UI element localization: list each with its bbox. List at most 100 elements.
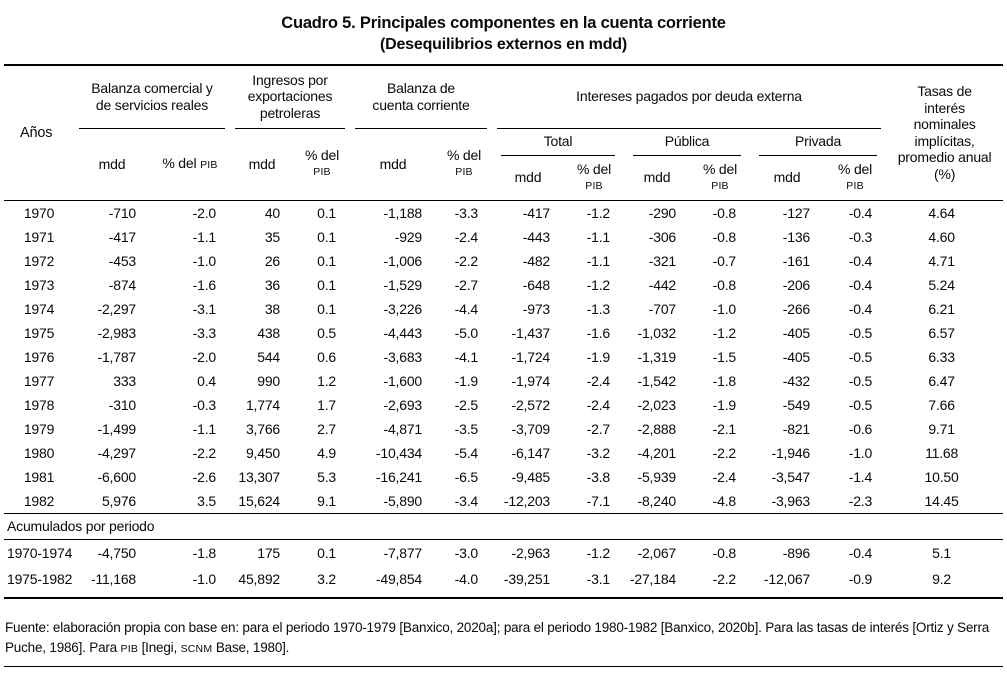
value-cell: -0.4 [848,544,873,561]
pib-label: PIB [200,158,218,171]
value-cell: 14.45 [924,492,959,509]
value-cell: -2.7 [586,420,611,437]
value-cell: -2.4 [586,396,611,413]
value-cell: 0.1 [317,228,336,245]
value-cell: -417 [108,228,136,245]
footnote-text: Fuente: elaboración propia con base en: … [5,620,990,655]
col-header-mdd: mdd [773,169,801,186]
value-cell: -3.1 [192,300,217,317]
value-cell: -2,963 [511,544,551,561]
value-cell: -1,600 [383,372,423,389]
value-cell: 4.60 [928,228,955,245]
value-cell: -405 [782,348,810,365]
value-cell: -27,184 [629,570,676,587]
value-cell: 2.7 [317,420,336,437]
col-header-pct-pib: % del PIB [162,154,218,171]
value-cell: -0.4 [848,276,873,293]
value-cell: -12,203 [503,492,550,509]
value-cell: -3.3 [454,204,479,221]
pib-label: PIB [313,166,331,179]
value-cell: -10,434 [375,444,422,461]
value-cell: 6.47 [928,372,955,389]
col-group-intereses-deuda-externa: Intereses pagados por deuda externa [492,65,886,129]
value-cell: -8,240 [637,492,677,509]
value-cell: -443 [522,228,550,245]
value-cell: -266 [782,300,810,317]
pib-label: PIB [455,166,473,179]
value-cell: -49,854 [375,570,422,587]
year-cell: 1973 [23,276,55,293]
year-cell: 1979 [23,420,55,437]
value-cell: -2.4 [454,228,479,245]
table-subtitle: (Desequilibrios externos en mdd) [380,36,627,53]
value-cell: -1,006 [383,252,423,269]
table-row: 1976 -1,787 -2.0 544 0.6 -3,683 -4.1 -1,724 -1.9… [4,345,1003,369]
value-cell: -2.2 [192,444,217,461]
col-header-mdd: mdd [98,155,126,172]
value-cell: -161 [782,252,810,269]
value-cell: -2,297 [97,300,137,317]
value-cell: 3,766 [245,420,280,437]
table-row: 1980 -4,297 -2.2 9,450 4.9 -10,434 -5.4 -6,147 -… [4,441,1003,465]
value-cell: -874 [108,276,136,293]
value-cell: -9,485 [511,468,551,485]
value-cell: -5,890 [383,492,423,509]
value-cell: -1.3 [586,300,611,317]
value-cell: 1.2 [317,372,336,389]
year-cell: 1970 [23,204,55,221]
value-cell: -1,529 [383,276,423,293]
col-header-pct-pib: % del PIB [838,160,873,192]
year-cell: 1978 [23,396,55,413]
col-subgroup-publica: Pública [624,129,750,156]
year-cell: 1980 [23,444,55,461]
table-row: 1971 -417 -1.1 35 0.1 -929 -2.4 -443 -1.1 -306 -0.… [4,225,1003,249]
value-cell: -1.0 [192,570,217,587]
value-cell: -549 [782,396,810,413]
value-cell: -4,443 [383,324,423,341]
value-cell: -1.6 [586,324,611,341]
value-cell: 7.66 [928,396,955,413]
table-row: 1970-1974 -4,750 -1.8 175 0.1 -7,877 -3.0 -2,96… [4,539,1003,566]
value-cell: -1.2 [586,204,611,221]
group-label: Ingresos por exportaciones petroleras [247,71,333,121]
value-cell: 3.5 [197,492,216,509]
small-caps-text: SCNM [180,643,213,655]
table-title: Cuadro 5. Principales componentes en la … [281,14,726,32]
value-cell: 38 [264,300,280,317]
footnote: Fuente: elaboración propia con base en: … [4,612,1003,667]
value-cell: 6.33 [928,348,955,365]
value-cell: -707 [648,300,676,317]
value-cell: -2,693 [383,396,423,413]
value-cell: -2.0 [192,204,217,221]
year-cell: 1972 [23,252,55,269]
table-row: 1978 -310 -0.3 1,774 1.7 -2,693 -2.5 -2,572 -2.4… [4,393,1003,417]
value-cell: 0.1 [317,204,336,221]
value-cell: -0.5 [848,348,873,365]
year-cell: 1975 [23,324,55,341]
value-cell: -896 [782,544,810,561]
value-cell: -6.5 [454,468,479,485]
value-cell: -6,600 [97,468,137,485]
value-cell: -3,709 [511,420,551,437]
table-row: 1981 -6,600 -2.6 13,307 5.3 -16,241 -6.5 -9,485… [4,465,1003,489]
pib-label: PIB [846,179,864,192]
value-cell: -2.4 [586,372,611,389]
value-cell: 35 [264,228,280,245]
value-cell: 9.71 [928,420,955,437]
table-row: 1975 -2,983 -3.3 438 0.5 -4,443 -5.0 -1,437 -1.6… [4,321,1003,345]
year-cell: 1970-1974 [7,544,73,561]
value-cell: -1,787 [97,348,137,365]
year-cell: 1974 [23,300,55,317]
value-cell: -2,888 [637,420,677,437]
col-header-tasas-interes: Tasas de interés nominales implícitas, p… [897,83,992,182]
pib-label: PIB [711,179,729,192]
value-cell: -4,201 [637,444,677,461]
value-cell: -3.1 [586,570,611,587]
col-header-anos: Años [20,124,53,141]
value-cell: -2,023 [637,396,677,413]
table-row: 1975-1982 -11,168 -1.0 45,892 3.2 -49,854 -4.0… [4,566,1003,598]
col-header-mdd: mdd [248,155,276,172]
value-cell: -2,067 [637,544,677,561]
value-cell: -1.0 [712,300,737,317]
value-cell: -648 [522,276,550,293]
